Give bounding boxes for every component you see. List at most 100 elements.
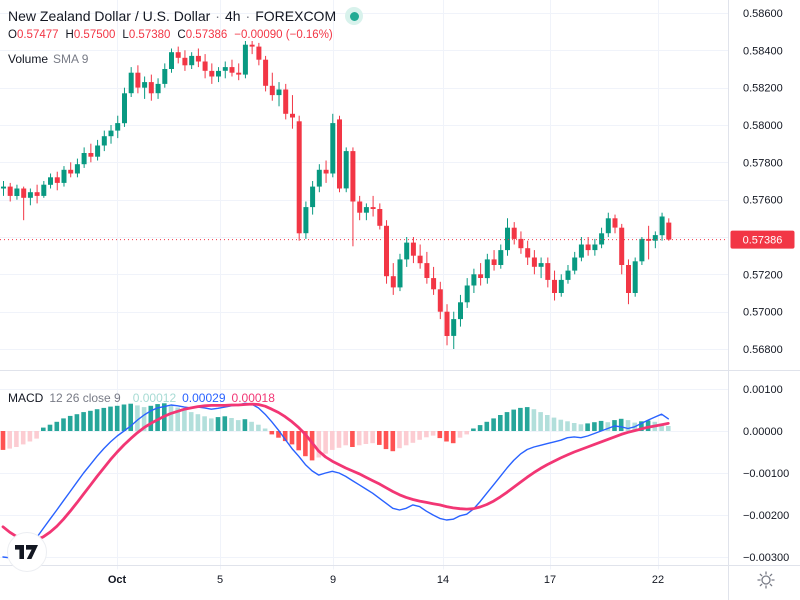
candle-body [142, 82, 148, 88]
high-value: 0.57500 [73, 29, 116, 41]
market-status-indicator[interactable] [345, 7, 364, 25]
candle-body [666, 222, 672, 240]
open-label: O [8, 29, 17, 41]
macd-histogram-bar [20, 431, 26, 445]
price-axis-label: 0.58200 [743, 83, 783, 95]
candle-body [619, 227, 625, 265]
macd-histogram-bar [545, 415, 550, 431]
macd-axis[interactable]: 0.00100 0.00000 −0.00100 −0.00200 −0.00300 [743, 384, 789, 564]
macd-line [2, 402, 669, 559]
symbol-legend[interactable]: New Zealand Dollar / U.S. Dollar · 4h · … [8, 7, 364, 25]
candle-body [81, 153, 87, 165]
macd-legend[interactable]: MACD 12 26 close 9 0.00012 0.00029 0.000… [8, 391, 275, 405]
time-axis-label: 9 [330, 574, 336, 586]
candle-body [68, 169, 74, 174]
candle-body [14, 188, 20, 196]
macd-histogram-bar [666, 426, 671, 431]
candle-body [471, 274, 477, 286]
macd-histogram-bar [303, 431, 308, 457]
candle-body [323, 169, 329, 174]
macd-histogram-bar [457, 431, 463, 438]
candle-body [337, 119, 342, 189]
macd-histogram-bar [209, 418, 214, 431]
volume-label: Volume [8, 52, 49, 66]
macd-histogram-bar [67, 415, 73, 431]
candle-body [48, 177, 53, 185]
candle-body [122, 93, 127, 124]
candle-body [236, 72, 242, 75]
candle-body [108, 130, 114, 137]
candle-body [189, 55, 195, 66]
candle-body [128, 72, 134, 94]
candle-body [135, 72, 141, 88]
candle-body [605, 218, 611, 234]
macd-histogram-bar [571, 423, 577, 431]
candle-body [242, 44, 248, 75]
candle-body [162, 69, 168, 84]
tradingview-logo-icon [15, 545, 38, 559]
tradingview-logo[interactable] [7, 532, 47, 572]
candle-body [41, 184, 47, 196]
macd-histogram-bar [343, 431, 348, 446]
exchange-label[interactable]: FOREXCOM [255, 8, 337, 24]
candle-body [538, 263, 544, 267]
macd-histogram-bar [437, 431, 443, 439]
macd-histogram-bar [121, 404, 127, 431]
candle-body [578, 244, 584, 258]
time-axis[interactable]: Oct 5 9 14 17 22 [108, 574, 664, 586]
timezone-settings-icon[interactable] [753, 567, 779, 593]
close-value: 0.57386 [185, 29, 228, 41]
macd-histogram-bar [141, 407, 147, 431]
macd-histogram-bar [397, 431, 402, 449]
candle-body [592, 244, 598, 251]
macd-histogram-bar [639, 421, 644, 431]
macd-histogram-bar [61, 418, 66, 431]
candle-body [209, 70, 215, 77]
macd-histogram-bar [175, 407, 180, 431]
candle-body [276, 89, 282, 96]
macd-histogram-bar [377, 431, 382, 445]
macd-histogram-bar [74, 414, 80, 431]
macd-signal-line [1, 402, 670, 542]
time-axis-label: 14 [437, 574, 449, 586]
price-axis[interactable]: 0.58600 0.58400 0.58200 0.58000 0.57800 0.576… [730, 8, 795, 356]
last-price-badge-value: 0.57386 [743, 235, 783, 247]
macd-histogram-bar [538, 412, 543, 431]
macd-histogram-bar [484, 421, 490, 431]
macd-histogram-bar [524, 407, 530, 431]
macd-histogram-bar [168, 405, 174, 431]
candle-body [1, 186, 6, 189]
macd-histogram-bar [222, 416, 228, 431]
macd-axis-label: −0.00100 [743, 468, 789, 480]
candle-body [316, 169, 322, 187]
macd-histogram-bar [182, 410, 187, 431]
candle-body [558, 279, 564, 293]
sun-icon [757, 571, 775, 589]
macd-histogram-bar [450, 431, 456, 444]
interval-label[interactable]: 4h [224, 8, 241, 24]
price-axis-label: 0.58000 [743, 120, 783, 132]
macd-histogram-bar [289, 431, 295, 445]
macd-histogram-bar [424, 431, 429, 438]
candle-body [612, 218, 618, 228]
volume-legend[interactable]: Volume SMA 9 [8, 52, 88, 66]
price-axis-label: 0.58600 [743, 8, 783, 20]
candle-body [397, 259, 403, 288]
macd-histogram [0, 403, 671, 461]
candle-body [417, 255, 423, 264]
candle-body [115, 123, 121, 131]
candle-body [303, 207, 309, 234]
candle-body [632, 261, 638, 293]
macd-histogram-bar [323, 431, 328, 454]
candle-body [88, 153, 94, 157]
macd-histogram-bar [471, 428, 476, 431]
macd-histogram-bar [410, 431, 416, 443]
symbol-title[interactable]: New Zealand Dollar / U.S. Dollar [8, 8, 211, 24]
macd-histogram-bar [262, 428, 268, 431]
candle-body [263, 59, 269, 86]
macd-histogram-bar [282, 431, 288, 442]
candle-body [626, 265, 631, 293]
